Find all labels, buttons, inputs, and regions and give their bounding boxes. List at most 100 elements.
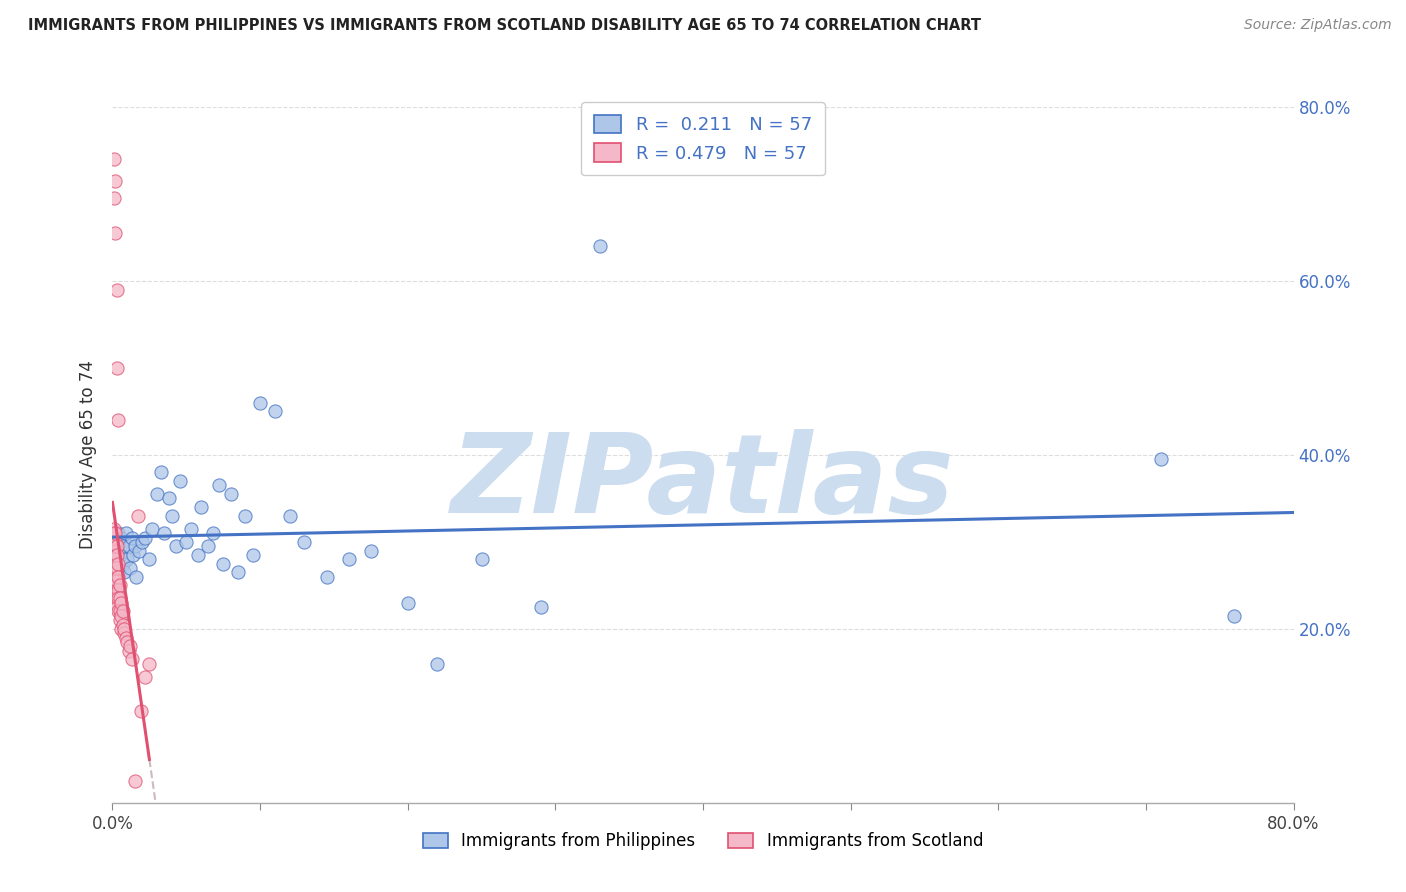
Point (108, 591, 131, 606)
Point (111, 539, 134, 553)
Point (118, 539, 141, 553)
Point (105, 534, 128, 549)
Point (103, 191, 125, 205)
Point (108, 605, 131, 619)
Legend: Immigrants from Philippines, Immigrants from Scotland: Immigrants from Philippines, Immigrants … (416, 826, 990, 857)
Point (105, 561, 128, 575)
Point (233, 508, 256, 523)
Point (104, 587, 127, 601)
Point (219, 487, 242, 501)
Point (187, 548, 209, 562)
Point (278, 508, 301, 523)
Point (103, 534, 125, 549)
Point (292, 534, 315, 549)
Point (120, 639, 142, 653)
Point (110, 622, 132, 636)
Point (124, 539, 146, 553)
Point (104, 534, 127, 549)
Point (426, 657, 449, 671)
Point (104, 578, 127, 592)
Point (153, 526, 176, 541)
Point (160, 508, 183, 523)
Point (105, 548, 128, 562)
Point (107, 605, 129, 619)
Point (242, 548, 264, 562)
Point (105, 548, 128, 562)
Point (134, 531, 156, 545)
Point (174, 534, 197, 549)
Point (146, 487, 169, 501)
Point (157, 491, 180, 506)
Point (107, 557, 129, 571)
Point (111, 617, 134, 632)
Point (114, 631, 136, 645)
Point (470, 552, 494, 566)
Point (108, 539, 131, 553)
Point (1150, 452, 1173, 467)
Point (588, 239, 610, 253)
Point (111, 557, 134, 571)
Point (107, 591, 129, 606)
Text: Source: ZipAtlas.com: Source: ZipAtlas.com (1244, 18, 1392, 32)
Point (104, 566, 127, 580)
Point (264, 404, 287, 418)
Point (107, 582, 129, 597)
Point (110, 531, 132, 545)
Point (110, 596, 132, 610)
Point (226, 566, 249, 580)
Point (104, 596, 127, 610)
Point (108, 613, 131, 627)
Point (103, 561, 125, 575)
Point (103, 582, 125, 597)
Point (1223, 608, 1246, 623)
Point (150, 466, 173, 480)
Point (127, 508, 149, 523)
Point (107, 570, 129, 584)
Point (110, 608, 132, 623)
Point (103, 557, 125, 571)
Point (104, 526, 127, 541)
Point (124, 774, 146, 789)
Point (105, 360, 128, 375)
Point (111, 605, 134, 619)
Point (108, 578, 131, 592)
Point (114, 526, 136, 541)
Point (121, 531, 143, 545)
Point (212, 557, 235, 571)
Point (105, 600, 128, 615)
Point (529, 600, 551, 615)
Point (105, 539, 128, 553)
Y-axis label: Disability Age 65 to 74: Disability Age 65 to 74 (79, 360, 97, 549)
Point (107, 413, 129, 427)
Point (117, 552, 138, 566)
Text: ZIPatlas: ZIPatlas (451, 429, 955, 536)
Point (103, 526, 125, 541)
Point (112, 626, 135, 640)
Point (108, 548, 131, 562)
Point (103, 152, 125, 166)
Point (112, 622, 135, 636)
Point (315, 570, 337, 584)
Point (125, 570, 148, 584)
Point (396, 596, 419, 610)
Point (165, 539, 187, 553)
Point (105, 587, 128, 601)
Point (131, 534, 153, 549)
Point (105, 574, 128, 588)
Point (122, 548, 145, 562)
Point (112, 566, 135, 580)
Point (249, 395, 271, 409)
Point (190, 500, 212, 514)
Point (104, 552, 127, 566)
Point (107, 561, 129, 575)
Text: IMMIGRANTS FROM PHILIPPINES VS IMMIGRANTS FROM SCOTLAND DISABILITY AGE 65 TO 74 : IMMIGRANTS FROM PHILIPPINES VS IMMIGRANT… (28, 18, 981, 33)
Point (337, 552, 360, 566)
Point (103, 522, 125, 536)
Point (104, 543, 127, 558)
Point (103, 574, 125, 588)
Point (103, 591, 125, 606)
Point (141, 522, 163, 536)
Point (129, 705, 152, 719)
Point (104, 174, 127, 188)
Point (134, 670, 156, 684)
